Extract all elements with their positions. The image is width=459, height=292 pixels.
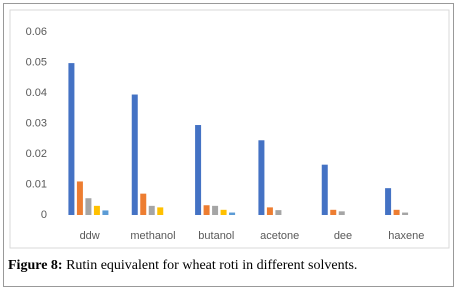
bar [85, 198, 92, 215]
bar [76, 181, 83, 215]
caption: Figure 8: Rutin equivalent for wheat rot… [8, 258, 357, 274]
chart: 0 0.01 0.02 0.03 0.04 0.05 0.06 ddw methanol buta… [9, 9, 450, 249]
x-tick-label: butanol [198, 230, 234, 242]
bar [393, 209, 400, 215]
bar [68, 63, 75, 215]
bar [266, 207, 273, 215]
bar [275, 210, 282, 215]
x-tick-label: acetone [260, 230, 299, 242]
bar [330, 209, 337, 215]
y-tick-label: 0.01 [26, 178, 47, 190]
caption-text: Rutin equivalent for wheat roti in diffe… [66, 258, 358, 273]
y-tick-label: 0.02 [26, 148, 47, 160]
bar [157, 207, 164, 215]
bar [195, 125, 202, 215]
y-tick-label: 0 [41, 209, 47, 221]
bar [258, 140, 265, 215]
bar [93, 205, 100, 215]
figure-frame [3, 3, 454, 287]
chart-frame [9, 9, 450, 249]
y-tick-label: 0.03 [26, 117, 47, 129]
y-tick-label: 0.06 [26, 26, 47, 38]
bar [203, 205, 210, 215]
bar [338, 211, 345, 215]
x-tick-label: methanol [130, 230, 175, 242]
bar [140, 193, 147, 215]
y-tick-label: 0.05 [26, 56, 47, 68]
bar [212, 205, 219, 215]
bar [385, 188, 392, 215]
x-tick-label: dee [334, 230, 352, 242]
bar [131, 94, 138, 215]
bar [102, 210, 109, 215]
x-tick-label: haxene [388, 230, 424, 242]
bar [229, 212, 236, 215]
bar [321, 164, 328, 215]
bar [402, 212, 409, 215]
bar [220, 209, 227, 215]
bar [148, 205, 155, 215]
caption-label: Figure 8: [8, 258, 63, 273]
x-tick-label: ddw [80, 230, 100, 242]
y-tick-label: 0.04 [26, 87, 47, 99]
